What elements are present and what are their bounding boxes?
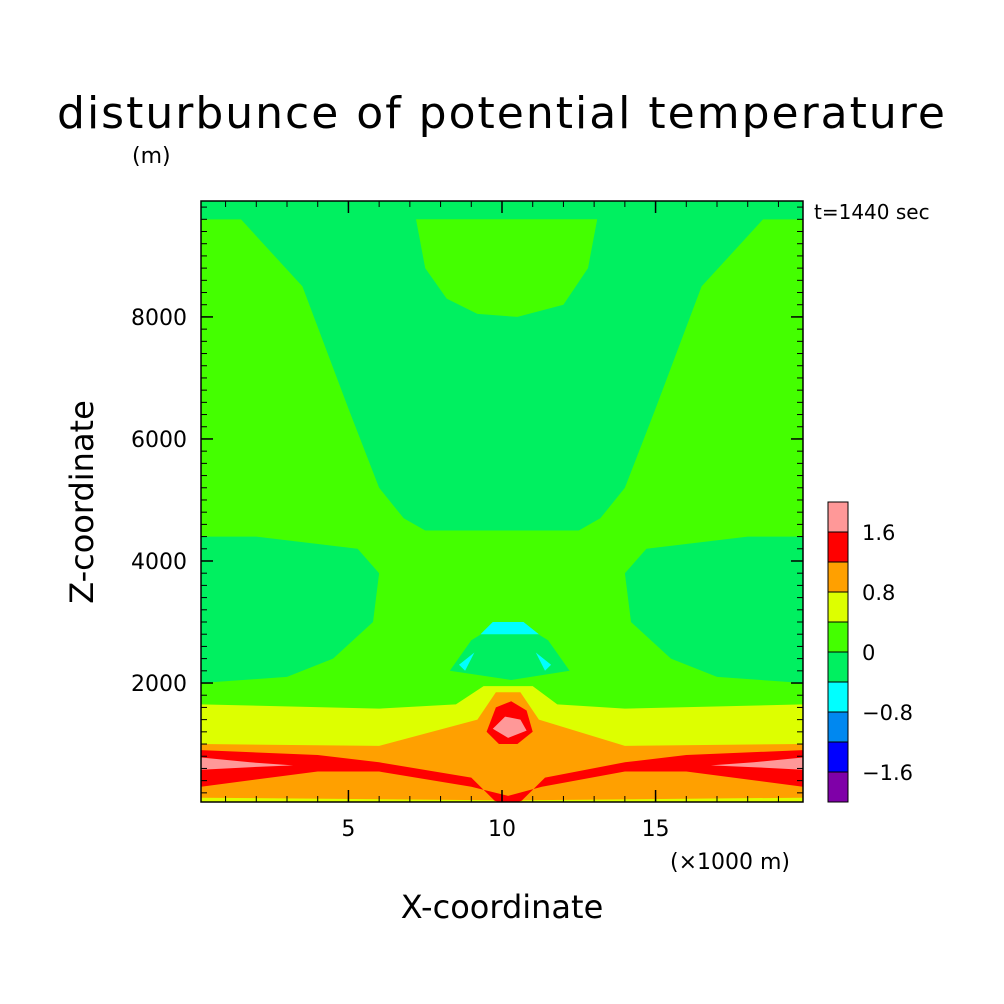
contour-region-9 xyxy=(459,652,475,671)
axis-ticks: 5 10 15 2000 4000 6000 8000 xyxy=(131,201,803,842)
y-tick-label: 6000 xyxy=(131,428,187,453)
colorbar-swatch xyxy=(827,681,849,713)
contour-region-17 xyxy=(710,757,803,770)
contour-region-15 xyxy=(492,716,527,738)
contour-region-6 xyxy=(624,536,803,683)
colorbar-swatch xyxy=(827,531,849,563)
colorbar-swatch xyxy=(827,501,849,533)
y-tick-label: 8000 xyxy=(131,306,187,331)
x-unit-label: (×1000 m) xyxy=(670,850,791,875)
colorbar-swatch xyxy=(827,561,849,593)
colorbar-label: −1.6 xyxy=(862,761,913,785)
colorbar-label: 0 xyxy=(862,641,875,665)
colorbar-swatch xyxy=(827,651,849,683)
contour-region-2 xyxy=(201,222,241,238)
chart-title: disturbunce of potential temperature xyxy=(57,88,947,139)
contour-region-4 xyxy=(416,219,598,317)
contour-region-18 xyxy=(201,797,499,802)
y-tick-label: 4000 xyxy=(131,550,187,575)
contour-region-0 xyxy=(201,201,803,531)
colorbar-swatch xyxy=(827,621,849,653)
time-annotation: t=1440 sec xyxy=(814,200,930,224)
contour-region-16 xyxy=(201,757,294,770)
colorbar-swatch xyxy=(827,711,849,743)
colorbar-swatch xyxy=(827,771,849,803)
x-tick-label: 10 xyxy=(488,817,516,842)
x-tick-label: 5 xyxy=(341,817,355,842)
contour-region-10 xyxy=(535,652,552,671)
contour-region-19 xyxy=(517,797,803,802)
colorbar-label: 0.8 xyxy=(862,581,895,605)
contour-region-8 xyxy=(480,622,539,635)
contour-region-12 xyxy=(201,692,803,802)
colorbar-swatch xyxy=(827,741,849,773)
contour-region-7 xyxy=(449,625,570,680)
x-tick-label: 15 xyxy=(642,817,670,842)
y-tick-label: 2000 xyxy=(131,672,187,697)
x-axis-label: X-coordinate xyxy=(400,888,604,926)
plot-area xyxy=(201,201,803,802)
contour-region-5 xyxy=(201,536,380,683)
contour-region-3 xyxy=(763,222,803,238)
contour-region-13 xyxy=(201,750,803,802)
colorbar-swatch xyxy=(827,591,849,623)
colorbar-label: 1.6 xyxy=(862,521,895,545)
colorbar-label: −0.8 xyxy=(862,701,913,725)
y-unit-label: (m) xyxy=(132,144,171,169)
colorbar: 1.6 0.8 0 −0.8 −1.6 xyxy=(827,501,913,803)
